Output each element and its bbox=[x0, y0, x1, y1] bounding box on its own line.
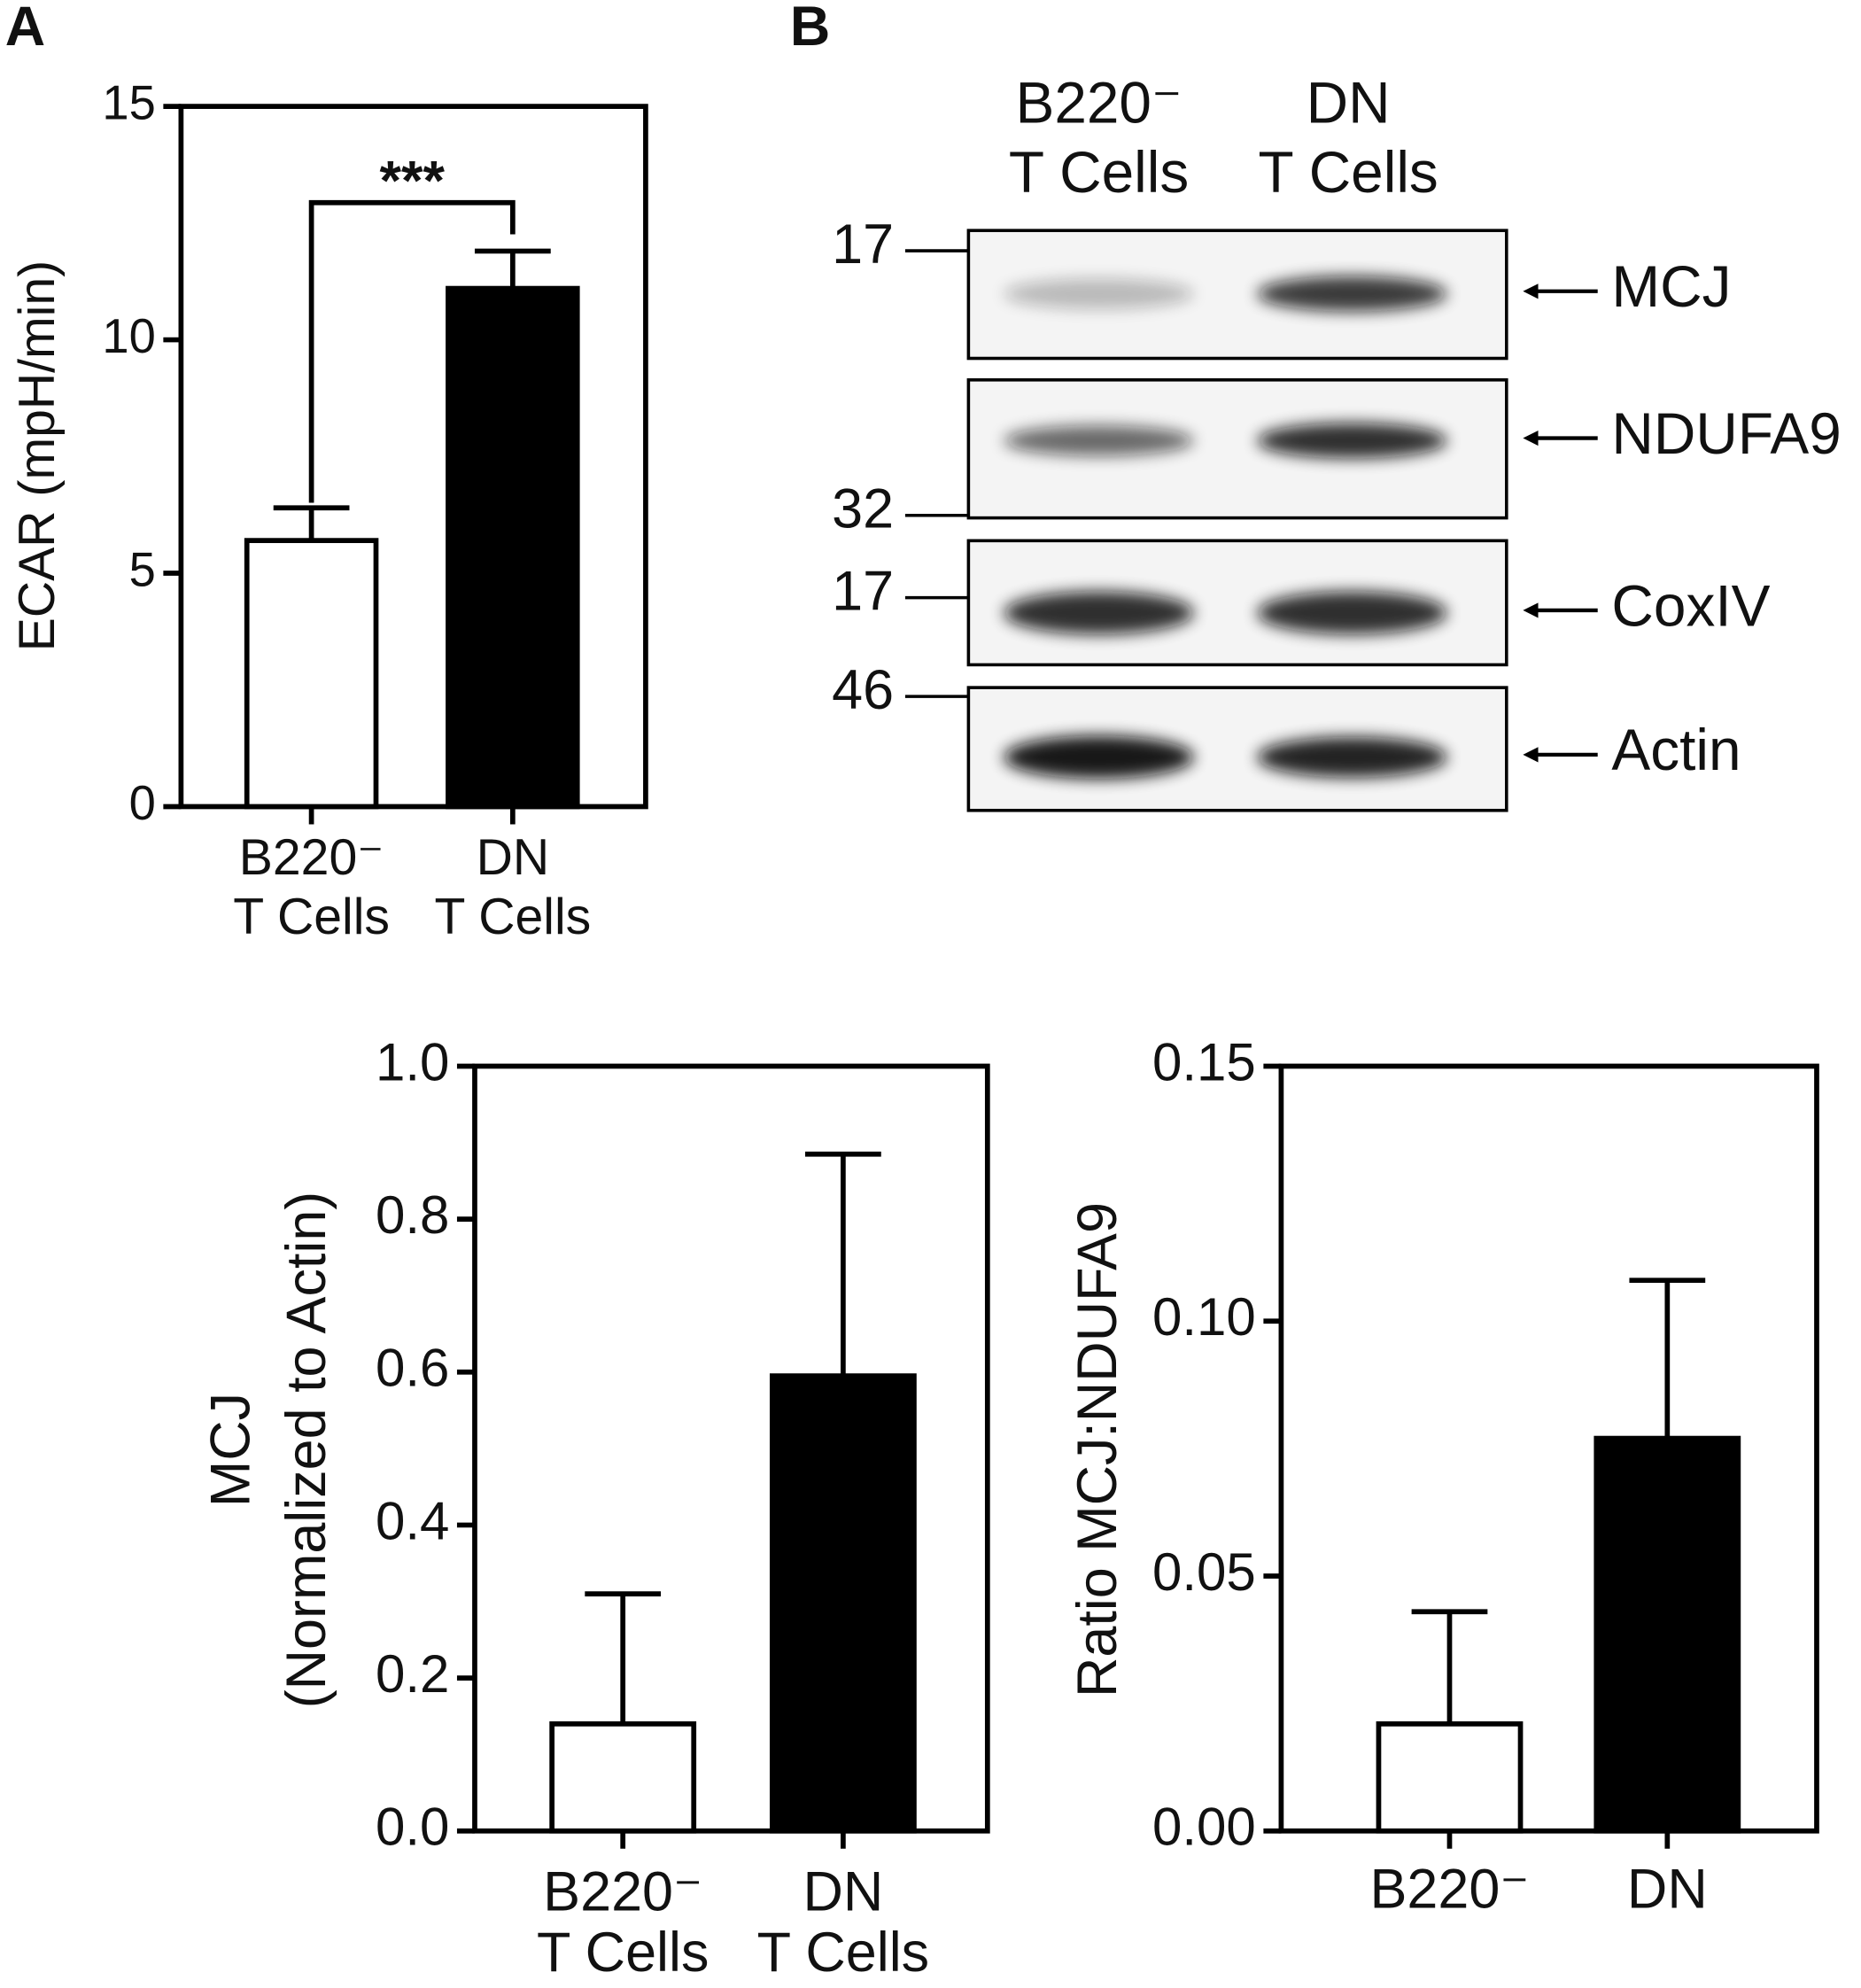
band-label: MCJ bbox=[1611, 253, 1731, 319]
arrow-head bbox=[1523, 602, 1539, 618]
x-tick-label: B220⁻ bbox=[1369, 1858, 1529, 1920]
y-tick-label: 0.8 bbox=[376, 1185, 449, 1245]
lane-label: DN T Cells bbox=[1258, 70, 1438, 206]
arrow-head bbox=[1523, 430, 1539, 447]
y-tick-label: 0.6 bbox=[376, 1339, 449, 1398]
bar bbox=[1593, 1435, 1741, 1834]
marker-label: 17 bbox=[832, 560, 894, 622]
y-tick-label: 0.15 bbox=[1152, 1032, 1256, 1091]
x-tick-label: B220⁻ T Cells bbox=[233, 829, 390, 945]
bar bbox=[769, 1373, 917, 1834]
marker-label: 17 bbox=[832, 214, 894, 276]
y-tick-label: 15 bbox=[102, 75, 155, 129]
y-tick-label: 0.10 bbox=[1152, 1287, 1256, 1347]
blot-band bbox=[1257, 276, 1447, 312]
y-tick-label: 0.4 bbox=[376, 1491, 449, 1550]
blot-band bbox=[1257, 736, 1447, 778]
plot-frame bbox=[1278, 1063, 1819, 1834]
plot-frame bbox=[472, 1063, 990, 1834]
bar bbox=[244, 538, 379, 810]
panel-label: B bbox=[790, 0, 830, 58]
y-tick-label: 0.00 bbox=[1152, 1798, 1256, 1857]
panel-label: A bbox=[5, 0, 45, 58]
significance-label: *** bbox=[380, 150, 446, 212]
y-tick-label: 10 bbox=[102, 309, 155, 363]
blot-band bbox=[1004, 425, 1194, 456]
lane-label: B220⁻ T Cells bbox=[1009, 70, 1189, 206]
x-tick-label: DN T Cells bbox=[434, 829, 591, 945]
band-label: NDUFA9 bbox=[1611, 400, 1841, 466]
blot-band bbox=[1004, 278, 1194, 309]
marker-label: 32 bbox=[832, 478, 894, 540]
arrow-head bbox=[1523, 747, 1539, 763]
y-tick-label: 0 bbox=[129, 776, 156, 830]
band-label: Actin bbox=[1611, 717, 1741, 782]
bar bbox=[549, 1721, 697, 1834]
arrow-head bbox=[1523, 283, 1539, 299]
significance-bracket bbox=[308, 199, 516, 503]
y-axis-label: Ratio MCJ:NDUFA9 bbox=[1066, 1202, 1128, 1697]
x-tick-label: DN T Cells bbox=[757, 1860, 929, 1984]
y-axis-label: ECAR (mpH/min) bbox=[9, 260, 66, 651]
y-tick-label: 0.05 bbox=[1152, 1542, 1256, 1602]
y-tick-label: 0.2 bbox=[376, 1644, 449, 1704]
blot-band bbox=[1004, 735, 1194, 780]
blot-band bbox=[1257, 591, 1447, 635]
bar bbox=[1376, 1721, 1524, 1834]
marker-label: 46 bbox=[832, 659, 894, 721]
y-tick-label: 1.0 bbox=[376, 1032, 449, 1091]
bar bbox=[446, 285, 580, 810]
y-tick-label: 5 bbox=[129, 542, 156, 596]
plot-frame bbox=[178, 104, 648, 810]
band-label: CoxIV bbox=[1611, 572, 1770, 638]
y-tick-label: 0.0 bbox=[376, 1798, 449, 1857]
x-tick-label: DN bbox=[1627, 1858, 1708, 1920]
x-tick-label: B220⁻ T Cells bbox=[537, 1860, 709, 1984]
blot-band bbox=[1257, 423, 1447, 459]
y-axis-label: MCJ (Normalized to Actin) bbox=[199, 1192, 337, 1709]
blot-band bbox=[1004, 591, 1194, 635]
